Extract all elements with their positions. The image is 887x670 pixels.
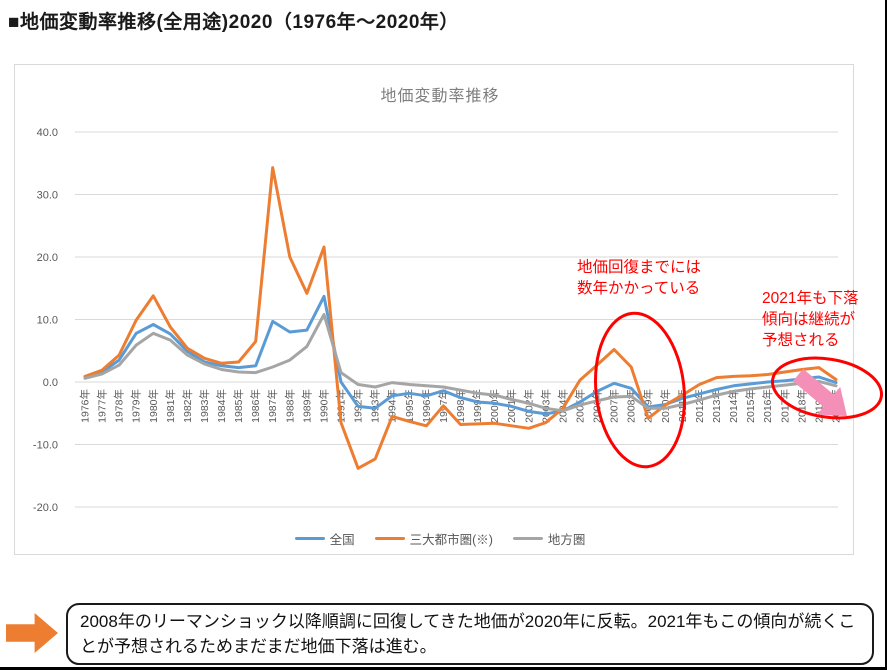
legend-item-0: 全国 [294, 529, 355, 548]
legend-label: 全国 [329, 533, 355, 547]
legend-label: 地方圏 [547, 533, 586, 547]
orange-arrow-icon [6, 613, 58, 653]
chart-frame [14, 64, 854, 555]
page-title: ■地価変動率推移(全用途)2020（1976年～2020年） [8, 12, 459, 33]
legend-swatch-icon [294, 536, 325, 541]
legend-swatch-icon [374, 536, 405, 541]
summary-callout: 2008年のリーマンショック以降順調に回復してきた地価が2020年に反転。202… [66, 603, 874, 665]
chart-title: 地価変動率推移 [380, 88, 500, 105]
annotation-recovery-note: 地価回復までには 数年かかっている [577, 259, 702, 297]
chart-legend: 全国 三大都市圏(※) 地方圏 [55, 529, 825, 548]
legend-item-1: 三大都市圏(※) [374, 529, 493, 548]
legend-swatch-icon [512, 536, 543, 541]
legend-item-2: 地方圏 [512, 529, 586, 548]
legend-label: 三大都市圏(※) [409, 533, 493, 547]
annotation-2021-note: 2021年も下落 傾向は継続が 予想される [762, 290, 859, 349]
summary-callout-text: 2008年のリーマンショック以降順調に回復してきた地価が2020年に反転。202… [80, 612, 856, 656]
